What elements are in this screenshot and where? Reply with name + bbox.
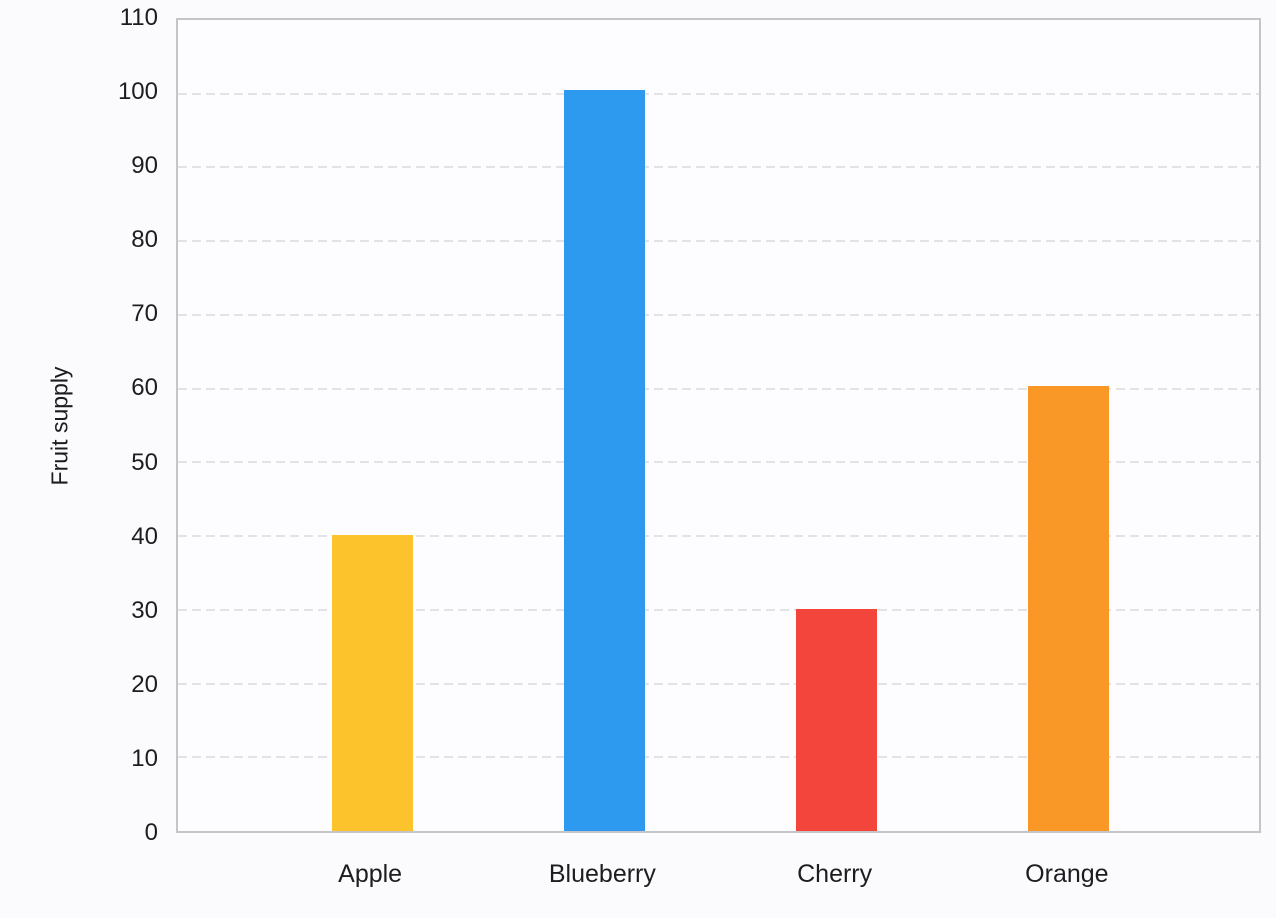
gridline xyxy=(178,682,1259,685)
gridline xyxy=(178,756,1259,759)
gridline xyxy=(178,240,1259,243)
chart-plot-area xyxy=(176,18,1261,833)
y-tick-label: 30 xyxy=(131,596,158,624)
gridline xyxy=(178,535,1259,538)
bar-cherry[interactable] xyxy=(796,608,878,831)
y-tick-label: 40 xyxy=(131,522,158,550)
gridline xyxy=(178,461,1259,464)
y-tick-label: 0 xyxy=(144,819,158,846)
y-tick-label: 10 xyxy=(131,744,158,772)
gridline xyxy=(178,387,1259,390)
gridline xyxy=(178,92,1259,95)
bar-blueberry[interactable] xyxy=(563,90,645,831)
gridline xyxy=(178,166,1259,169)
bar-apple[interactable] xyxy=(331,534,413,831)
y-tick-label: 80 xyxy=(131,226,158,254)
y-tick-label: 50 xyxy=(131,448,158,476)
gridline xyxy=(178,313,1259,316)
y-tick-label: 110 xyxy=(119,4,158,31)
gridline xyxy=(178,608,1259,611)
x-axis-label-blueberry: Blueberry xyxy=(548,860,656,888)
bar-orange[interactable] xyxy=(1028,386,1110,831)
x-axis-label-cherry: Cherry xyxy=(797,860,873,888)
y-tick-label: 100 xyxy=(117,78,158,106)
x-axis-label-apple: Apple xyxy=(338,860,403,888)
y-tick-label: 60 xyxy=(131,374,158,402)
y-tick-label: 90 xyxy=(131,152,158,180)
y-tick-label: 70 xyxy=(131,300,158,328)
x-axis-label-orange: Orange xyxy=(1025,860,1109,888)
y-tick-label: 20 xyxy=(131,670,158,698)
